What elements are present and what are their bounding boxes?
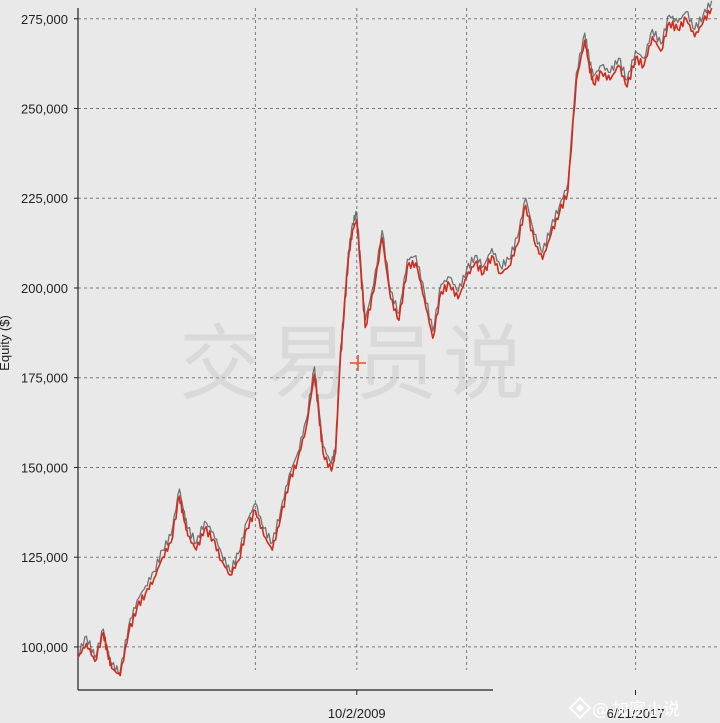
axes bbox=[74, 8, 637, 695]
y-tick-labels: 100,000 125,000 150,000 175,000 200,000 225,0… bbox=[21, 12, 68, 655]
crosshair-marker bbox=[350, 355, 366, 371]
x-tick-labels: 10/2/2009 6/21/2017 bbox=[328, 706, 665, 721]
equity-line-main bbox=[77, 7, 713, 677]
brand-badge: @ 加密小说 bbox=[568, 696, 680, 720]
y-tick-label: 275,000 bbox=[21, 12, 68, 27]
y-axis-title: Equity ($) bbox=[0, 315, 12, 371]
y-tick-label: 200,000 bbox=[21, 281, 68, 296]
brand-at-symbol: @ bbox=[592, 700, 609, 720]
x-tick-label: 6/21/2017 bbox=[607, 706, 665, 721]
watermark-text: 交易员说 bbox=[179, 317, 531, 412]
grid-lines bbox=[78, 8, 720, 670]
equity-line-shadow bbox=[77, 0, 713, 675]
y-tick-label: 250,000 bbox=[21, 102, 68, 117]
brand-logo-icon bbox=[568, 696, 592, 720]
y-tick-label: 100,000 bbox=[21, 640, 68, 655]
equity-series bbox=[77, 0, 713, 677]
y-tick-label: 125,000 bbox=[21, 550, 68, 565]
brand-name: 加密小说 bbox=[612, 700, 680, 720]
y-tick-label: 225,000 bbox=[21, 191, 68, 206]
x-tick-label: 10/2/2009 bbox=[328, 706, 386, 721]
y-tick-label: 150,000 bbox=[21, 460, 68, 475]
y-tick-label: 175,000 bbox=[21, 371, 68, 386]
